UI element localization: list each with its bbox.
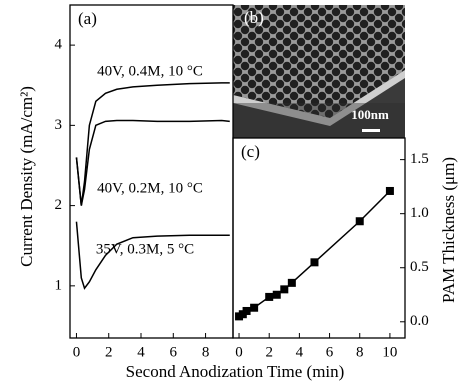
point [386,187,394,195]
y-axis-label: PAM Thickness (μm) [439,157,458,303]
x-tick-label: 6 [326,344,334,360]
x-tick-label: 4 [296,344,304,360]
x-tick-label: 6 [170,344,178,360]
x-axis-label: Second Anodization Time (min) [126,362,345,381]
point [243,307,251,315]
x-tick-label: 2 [265,344,273,360]
scale-bar-label: 100nm [351,107,389,122]
panel-label: (c) [241,142,260,161]
y-axis-label: Current Density (mA/cm²) [17,86,36,267]
y-tick-label: 1.0 [410,205,429,221]
x-tick-label: 4 [137,344,145,360]
y-tick-label: 2 [55,197,63,213]
y-tick-label: 0.5 [410,259,429,275]
series-label: 35V, 0.3M, 5 °C [96,241,194,257]
series-label: 40V, 0.2M, 10 °C [97,180,203,196]
y-tick-label: 1.5 [410,151,429,167]
panel-label: (a) [78,9,97,28]
x-tick-label: 8 [356,344,364,360]
point [356,217,364,225]
series-label: 40V, 0.4M, 10 °C [97,63,203,79]
sem-inset: (b) 100nm [233,5,405,138]
x-tick-label: 10 [382,344,397,360]
point [310,258,318,266]
fit-line [239,191,390,316]
y-tick-label: 1 [55,277,63,293]
y-tick-label: 0.0 [410,313,429,329]
y-tick-label: 3 [55,117,63,133]
x-tick-label: 0 [235,344,243,360]
y-tick-label: 4 [55,37,63,53]
x-tick-label: 0 [73,344,81,360]
point [250,304,258,312]
figure: (b) 100nm 0 2 4 6 8 1 2 3 4 Current Density (mA/c… [0,0,464,388]
x-tick-label: 2 [105,344,113,360]
plot-frame [233,138,405,338]
point [280,285,288,293]
point [288,279,296,287]
point [265,293,273,301]
plot-frame [70,5,233,338]
panel-label: (b) [244,8,264,27]
x-tick-label: 8 [202,344,210,360]
point [273,291,281,299]
